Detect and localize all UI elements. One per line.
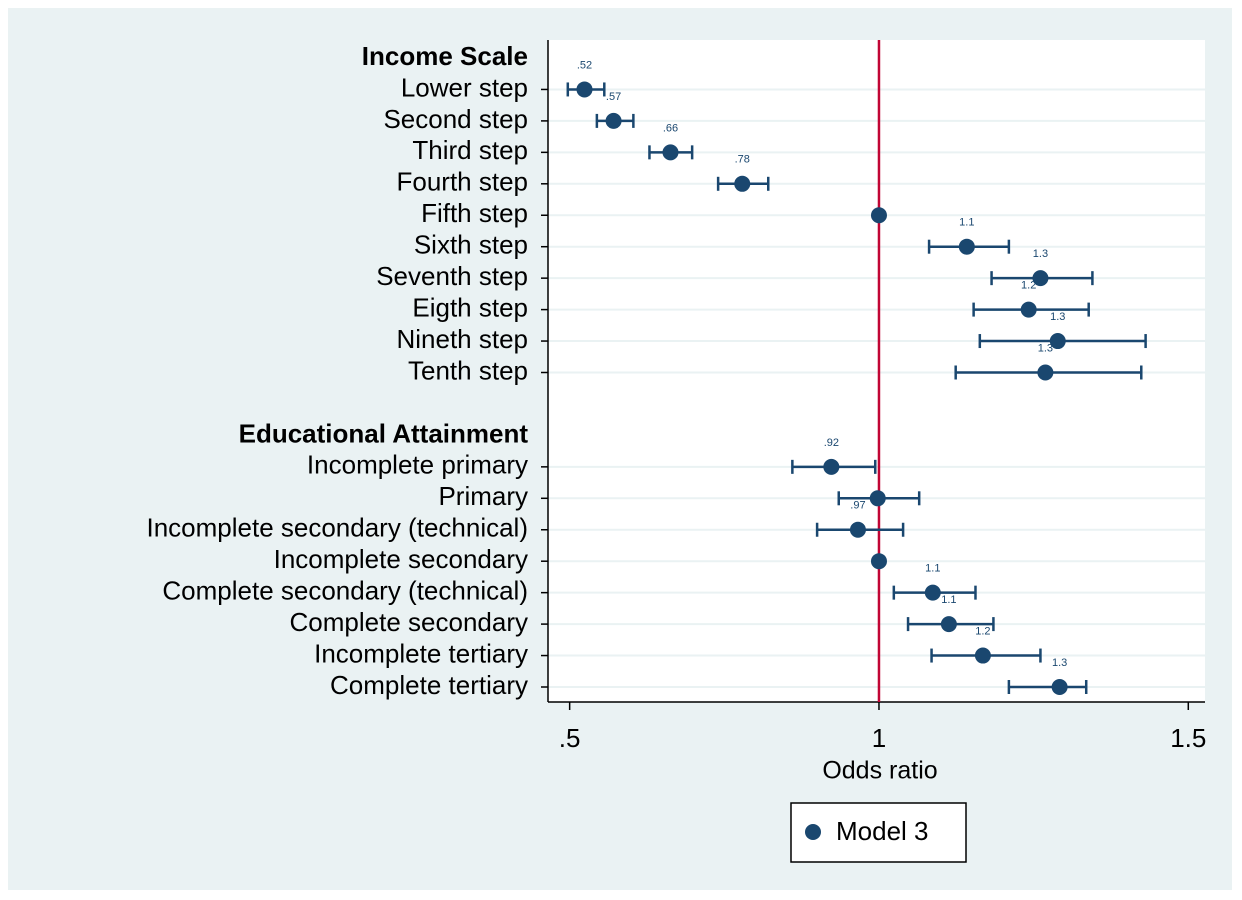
x-axis-label: Odds ratio — [822, 757, 937, 785]
group-title: Educational Attainment — [239, 418, 529, 448]
y-tick-label: Seventh step — [376, 261, 528, 291]
point — [1037, 364, 1054, 381]
y-tick-label: Fifth step — [421, 198, 528, 228]
data-label: .97 — [850, 500, 865, 512]
data-label: 1.1 — [959, 217, 974, 229]
point — [849, 521, 866, 538]
y-tick-label: Eigth step — [412, 292, 528, 322]
y-tick-label: Complete secondary — [290, 607, 528, 637]
y-tick-label: Primary — [438, 481, 528, 511]
y-tick-label: Incomplete tertiary — [314, 638, 528, 668]
point — [870, 207, 887, 224]
data-label: .66 — [663, 122, 678, 134]
y-tick-label: Second step — [383, 104, 528, 134]
point — [869, 490, 886, 507]
data-label: 1.3 — [1033, 248, 1048, 260]
data-label: .92 — [824, 437, 839, 449]
point — [605, 112, 622, 129]
data-label: 1.2 — [1021, 280, 1036, 292]
point — [1049, 333, 1066, 350]
y-tick-label: Incomplete secondary — [274, 544, 528, 574]
x-tick-label: .5 — [559, 723, 581, 753]
point — [662, 144, 679, 161]
data-label: 1.3 — [1038, 342, 1053, 354]
point — [924, 584, 941, 601]
point — [1032, 270, 1049, 287]
data-label: 1.3 — [1050, 311, 1065, 323]
point — [974, 647, 991, 664]
y-tick-label: Nineth step — [396, 324, 528, 354]
point — [958, 238, 975, 255]
data-label: 1.1 — [941, 594, 956, 606]
point — [576, 81, 593, 98]
point — [823, 458, 840, 475]
group-title: Income Scale — [362, 41, 528, 71]
y-tick-label: Complete secondary (technical) — [162, 576, 528, 606]
point — [734, 175, 751, 192]
data-label: 1.1 — [925, 563, 940, 575]
legend-marker — [805, 824, 821, 840]
y-tick-label: Tenth step — [408, 355, 528, 385]
data-label: 1.2 — [975, 625, 990, 637]
y-tick-label: Fourth step — [396, 167, 528, 197]
data-label: .57 — [606, 91, 621, 103]
y-tick-label: Third step — [412, 135, 528, 165]
y-tick-label: Complete tertiary — [330, 670, 528, 700]
y-tick-label: Incomplete primary — [307, 450, 528, 480]
x-tick-label: 1 — [872, 723, 886, 753]
data-label: .78 — [735, 154, 750, 166]
point — [870, 553, 887, 570]
data-label: 1.3 — [1052, 657, 1067, 669]
y-tick-label: Incomplete secondary (technical) — [146, 513, 528, 543]
point — [1051, 679, 1068, 695]
point — [940, 616, 957, 633]
y-tick-label: Lower step — [401, 72, 528, 102]
x-tick-label: 1.5 — [1170, 723, 1206, 753]
plot-area — [548, 40, 1205, 702]
point — [1020, 301, 1037, 318]
legend-label: Model 3 — [836, 816, 929, 846]
data-label: .52 — [577, 59, 592, 71]
y-tick-label: Sixth step — [414, 230, 528, 260]
